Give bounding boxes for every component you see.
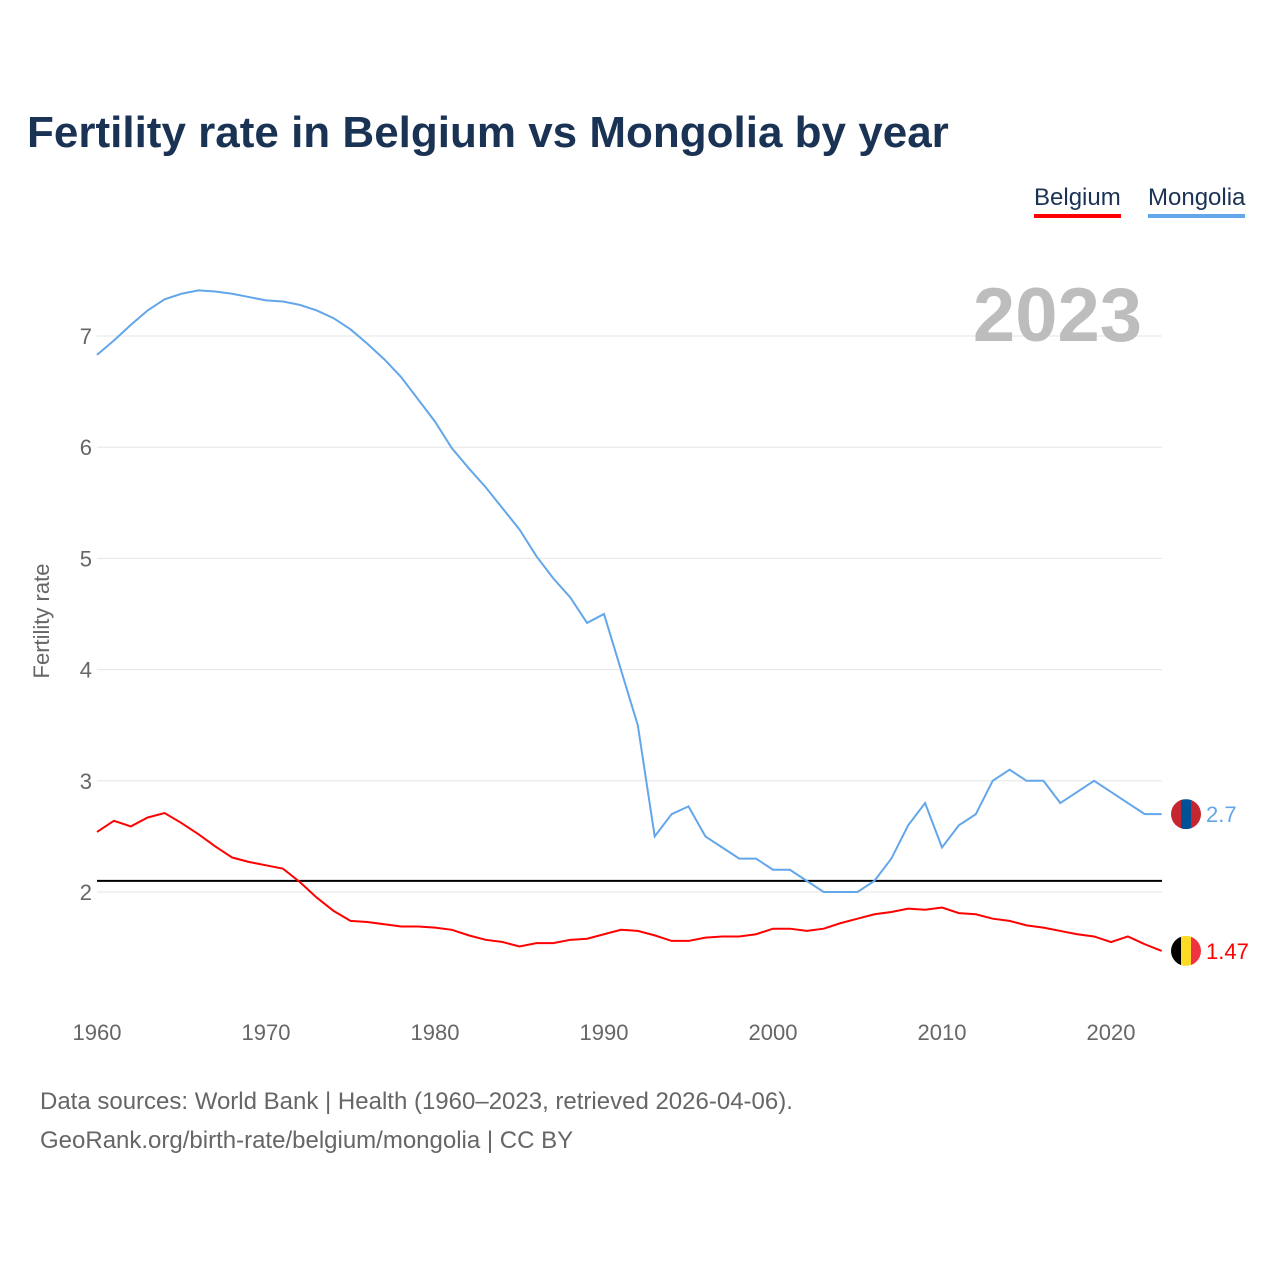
x-tick-label: 2010 — [918, 1020, 967, 1045]
end-value-label-mongolia: 2.7 — [1206, 802, 1237, 827]
x-tick-label: 2000 — [749, 1020, 798, 1045]
y-tick-label: 7 — [80, 324, 92, 349]
x-tick-label: 2020 — [1087, 1020, 1136, 1045]
legend-belgium[interactable]: Belgium — [1034, 184, 1121, 218]
x-tick-label: 1990 — [580, 1020, 629, 1045]
legend-mongolia[interactable]: Mongolia — [1148, 184, 1246, 218]
data-source: Data sources: World Bank | Health (1960–… — [40, 1088, 793, 1115]
y-tick-label: 5 — [80, 546, 92, 571]
series-line-belgium — [96, 811, 1163, 952]
source-link[interactable]: GeoRank.org/birth-rate/belgium/mongolia … — [40, 1127, 574, 1154]
series-line-mongolia — [96, 289, 1162, 893]
end-value-label-belgium: 1.47 — [1206, 939, 1249, 964]
x-tick-label: 1960 — [73, 1020, 122, 1045]
chart-title: Fertility rate in Belgium vs Mongolia by… — [27, 108, 949, 157]
y-tick-label: 4 — [80, 658, 92, 683]
year-label: 2023 — [972, 273, 1142, 358]
y-tick-label: 6 — [80, 435, 92, 460]
mongolia-flag-icon — [1171, 799, 1201, 830]
x-tick-label: 1970 — [242, 1020, 291, 1045]
y-tick-label: 2 — [80, 880, 92, 905]
y-tick-label: 3 — [80, 769, 92, 794]
belgium-flag-icon — [1171, 935, 1201, 966]
x-tick-label: 1980 — [411, 1020, 460, 1045]
